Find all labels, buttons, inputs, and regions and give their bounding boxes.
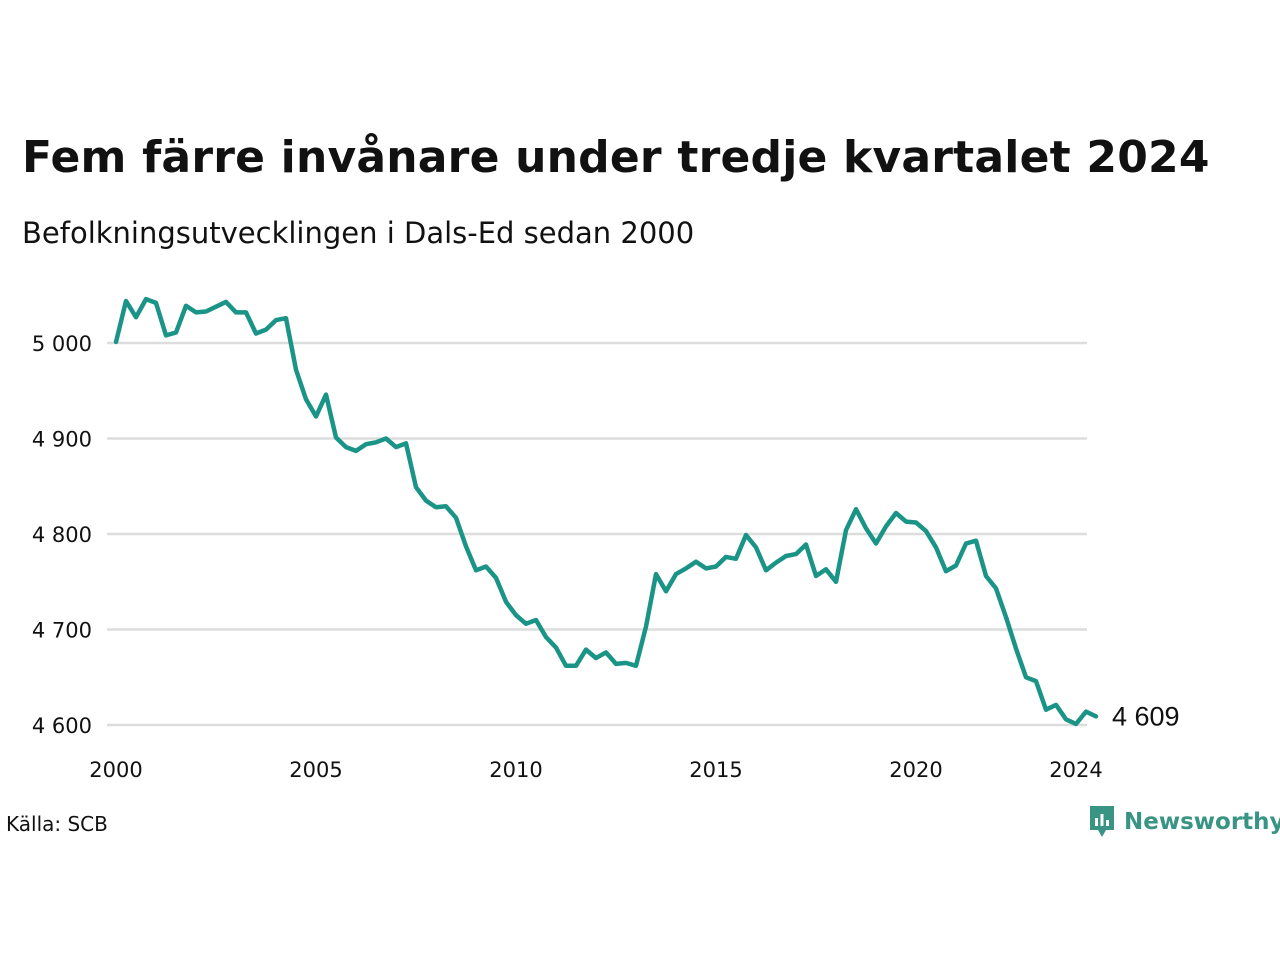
chart-subtitle: Befolkningsutvecklingen i Dals-Ed sedan … [22,216,695,250]
x-tick-label: 2005 [289,758,342,782]
y-tick-label: 4 600 [32,714,92,738]
y-tick-label: 4 900 [32,428,92,452]
source-note: Källa: SCB [6,812,108,836]
y-tick-label: 5 000 [32,332,92,356]
brand-name: Newsworthy [1124,809,1280,835]
x-tick-label: 2000 [89,758,142,782]
population-line [113,296,1099,727]
newsworthy-logo: Newsworthy [1088,804,1280,840]
last-value-label: 4 609 [1112,701,1180,731]
x-axis-ticks: 2000 2005 2010 2015 2020 2024 [89,758,1102,782]
x-tick-label: 2015 [689,758,742,782]
x-tick-label: 2024 [1049,758,1102,782]
x-tick-label: 2010 [489,758,542,782]
gridlines [107,341,1087,727]
y-axis-ticks: 4 600 4 700 4 800 4 900 5 000 [32,332,92,738]
newsworthy-logo-icon [1090,806,1114,837]
y-tick-label: 4 800 [32,523,92,547]
x-tick-label: 2020 [889,758,942,782]
y-tick-label: 4 700 [32,619,92,643]
chart-title: Fem färre invånare under tredje kvartale… [22,132,1210,183]
